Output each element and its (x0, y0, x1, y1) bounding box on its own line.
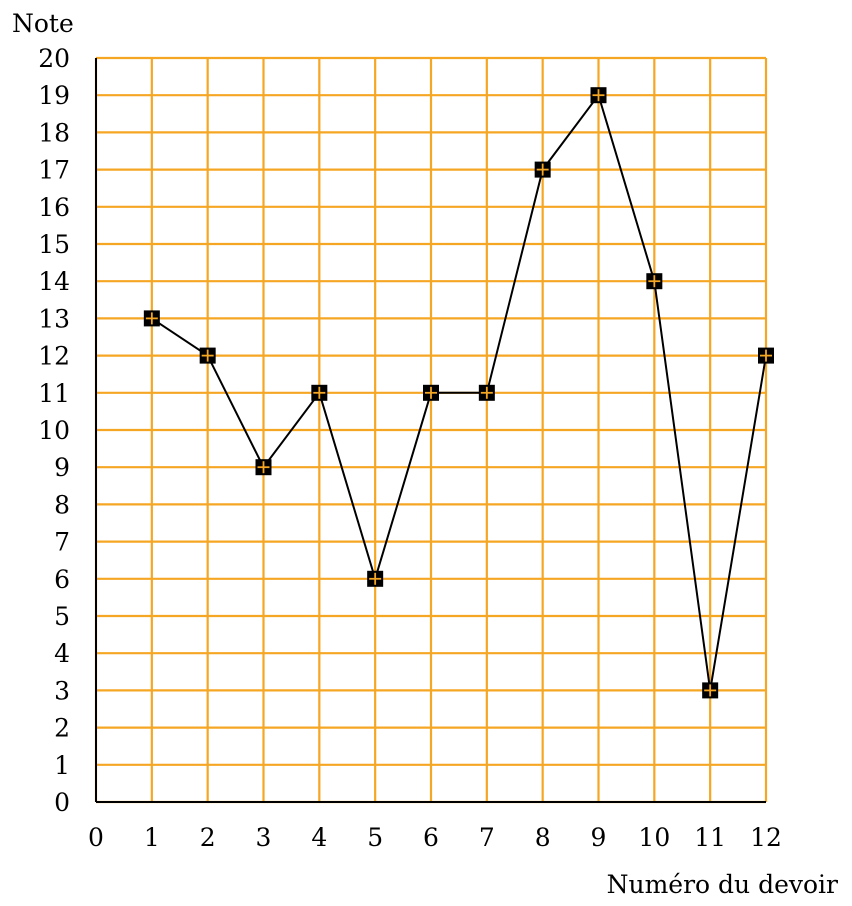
series-line (151, 93, 767, 691)
x-tick-label: 6 (423, 823, 439, 852)
series (143, 87, 774, 699)
x-tick-labels: 0 1 2 3 4 5 6 7 8 9 10 11 12 (88, 823, 782, 852)
axes (95, 58, 766, 803)
y-tick-label: 0 (54, 788, 70, 817)
data-point (590, 87, 607, 104)
y-axis-label: Note (12, 9, 74, 38)
data-point (646, 273, 663, 290)
grid (94, 56, 768, 804)
y-tick-label: 3 (54, 676, 70, 705)
data-point (758, 347, 774, 364)
y-tick-label: 19 (38, 81, 70, 110)
data-point (702, 682, 719, 699)
data-point (534, 161, 551, 178)
y-tick-label: 4 (54, 639, 70, 668)
x-tick-label: 0 (88, 823, 104, 852)
x-tick-label: 7 (479, 823, 495, 852)
y-tick-label: 8 (54, 490, 70, 519)
data-point (423, 384, 439, 401)
x-tick-label: 12 (750, 823, 782, 852)
y-tick-label: 15 (38, 230, 70, 259)
x-tick-label: 1 (144, 823, 160, 852)
y-tick-label: 12 (38, 342, 70, 371)
data-point (367, 570, 384, 587)
data-point (255, 459, 272, 476)
y-tick-label: 13 (38, 304, 70, 333)
y-tick-label: 1 (54, 751, 70, 780)
x-axis-label: Numéro du devoir (607, 870, 838, 899)
x-tick-label: 9 (591, 823, 607, 852)
y-tick-label: 5 (54, 602, 70, 631)
x-tick-label: 5 (367, 823, 383, 852)
x-tick-label: 10 (638, 823, 670, 852)
data-point (199, 347, 216, 364)
y-tick-label: 14 (38, 267, 70, 296)
data-point (478, 384, 495, 401)
y-tick-label: 20 (38, 44, 70, 73)
y-tick-label: 16 (38, 193, 70, 222)
data-point (311, 384, 328, 401)
x-tick-label: 4 (311, 823, 327, 852)
y-tick-label: 2 (54, 714, 70, 743)
y-tick-label: 11 (38, 379, 70, 408)
y-tick-label: 10 (38, 416, 70, 445)
x-tick-label: 2 (200, 823, 216, 852)
x-tick-label: 11 (694, 823, 726, 852)
y-tick-label: 9 (54, 453, 70, 482)
x-tick-label: 3 (256, 823, 272, 852)
data-point (143, 310, 160, 327)
y-tick-label: 7 (54, 528, 70, 557)
x-tick-label: 8 (535, 823, 551, 852)
y-tick-label: 6 (54, 565, 70, 594)
y-tick-label: 17 (38, 156, 70, 185)
y-tick-label: 18 (38, 118, 70, 147)
